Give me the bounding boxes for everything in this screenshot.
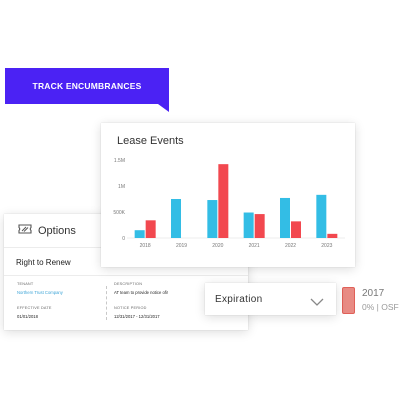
bar-red bbox=[145, 220, 156, 238]
bar-blue bbox=[316, 194, 327, 238]
lease-events-chart: 0 500K 1M 1.5M 2018 2019 2020 2021 2022 2023 bbox=[113, 158, 345, 249]
effective-date-label: EFFECTIVE DATE bbox=[17, 306, 52, 310]
x-tick-label: 2020 bbox=[212, 243, 223, 249]
bar-blue bbox=[134, 230, 145, 238]
effective-date-value: 01/01/2018 bbox=[17, 314, 38, 319]
legend-osf: 0% | OSF bbox=[362, 302, 399, 312]
x-tick-label: 2023 bbox=[321, 243, 332, 249]
bar-blue bbox=[243, 212, 254, 238]
x-tick-label: 2021 bbox=[249, 243, 260, 249]
x-tick-label: 2018 bbox=[140, 243, 151, 249]
options-title: Options bbox=[38, 224, 76, 237]
x-tick-label: 2022 bbox=[285, 243, 296, 249]
expiration-dropdown[interactable]: Expiration bbox=[205, 283, 336, 315]
banner-label: TRACK ENCUMBRANCES bbox=[32, 81, 142, 91]
field-divider bbox=[106, 286, 107, 320]
bar-blue bbox=[171, 199, 181, 238]
y-tick-label: 500K bbox=[113, 210, 125, 216]
y-tick-label: 1.5M bbox=[114, 158, 125, 164]
notice-period-value: 12/31/2017 - 12/31/2017 bbox=[114, 314, 160, 319]
bar-red bbox=[327, 233, 338, 238]
description-label: DESCRIPTION bbox=[114, 282, 143, 286]
banner-tail bbox=[158, 104, 169, 112]
bar-red bbox=[291, 221, 301, 238]
tenant-link[interactable]: Northern Trust Company bbox=[17, 290, 63, 295]
expiration-label: Expiration bbox=[215, 293, 263, 305]
x-tick-label: 2019 bbox=[176, 243, 187, 249]
bar-blue bbox=[280, 197, 290, 238]
description-value: AT team to provide notice ofi! bbox=[114, 290, 169, 295]
legend-year: 2017 bbox=[362, 288, 385, 299]
chevron-down-icon bbox=[310, 294, 324, 312]
bar-red bbox=[254, 214, 265, 238]
lease-events-title: Lease Events bbox=[117, 135, 184, 147]
right-to-renew-heading: Right to Renew bbox=[4, 248, 248, 276]
track-encumbrances-banner: TRACK ENCUMBRANCES bbox=[5, 68, 169, 104]
notice-period-label: NOTICE PERIOD bbox=[114, 306, 147, 310]
y-tick-label: 1M bbox=[118, 184, 125, 190]
bar-red bbox=[218, 164, 229, 238]
option-fields: TENANT Northern Trust Company DESCRIPTIO… bbox=[4, 276, 248, 330]
tenant-label: TENANT bbox=[17, 282, 34, 286]
lease-events-card: 0 500K 1M 1.5M 2018 2019 2020 2021 2022 2023 Leas… bbox=[101, 123, 355, 267]
ticket-icon bbox=[18, 222, 32, 240]
legend-swatch bbox=[342, 287, 355, 314]
bar-blue bbox=[207, 200, 218, 238]
y-tick-label: 0 bbox=[122, 236, 125, 242]
